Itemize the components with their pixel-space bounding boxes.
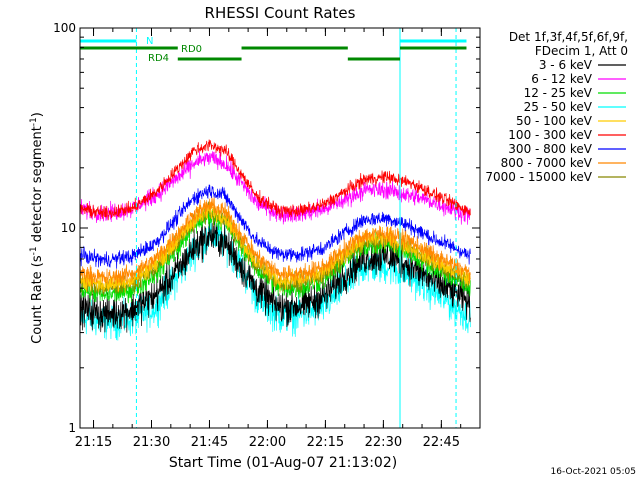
x-tick-label-4: 22:15 (307, 435, 344, 450)
axes: 1 10 100 21:15 21:30 21:45 22:00 22:15 22:30 22:4… (53, 21, 481, 450)
series-line-0 (79, 221, 471, 333)
timestamp: 16-Oct-2021 05:05 (551, 467, 636, 477)
x-tick-label-1: 21:30 (133, 435, 170, 450)
legend-label-4: 50 - 100 keV (516, 114, 593, 128)
x-axis-label: Start Time (01-Aug-07 21:13:02) (169, 455, 397, 471)
y-axis-label: Count Rate (s-1 detector segment-1) (29, 112, 45, 344)
chart-title: RHESSI Count Rates (205, 4, 356, 22)
legend-label-6: 300 - 800 keV (508, 142, 592, 156)
legend-label-5: 100 - 300 keV (508, 128, 592, 142)
legend-header-line-2: FDecim 1, Att 0 (535, 44, 628, 58)
state-label-N: N (146, 36, 153, 47)
state-label-RD4: RD4 (148, 53, 169, 64)
legend-label-1: 6 - 12 keV (531, 72, 593, 86)
legend-label-3: 25 - 50 keV (524, 100, 593, 114)
y-tick-label-2: 100 (53, 21, 76, 35)
series-line-6 (79, 184, 471, 269)
series-line-3 (79, 215, 471, 341)
legend-label-2: 12 - 25 keV (524, 86, 593, 100)
x-tick-label-5: 22:30 (365, 435, 402, 450)
x-tick-label-2: 21:45 (191, 435, 228, 450)
y-tick-label-0: 1 (68, 421, 76, 435)
legend-label-8: 7000 - 15000 keV (485, 170, 592, 184)
legend-label-7: 800 - 7000 keV (501, 156, 593, 170)
state-bars: N RD0 RD4 (80, 36, 467, 64)
series-line-5 (79, 139, 471, 221)
series-line-7 (79, 196, 471, 287)
legend-label-0: 3 - 6 keV (539, 58, 593, 72)
legend: Det 1f,3f,4f,5f,6f,9f, FDecim 1, Att 0 3… (485, 30, 628, 184)
x-tick-label-0: 21:15 (75, 435, 112, 450)
legend-header-line-1: Det 1f,3f,4f,5f,6f,9f, (509, 30, 628, 44)
state-label-RD0: RD0 (181, 44, 202, 55)
y-tick-label-1: 10 (61, 221, 76, 235)
series-line-4 (80, 204, 471, 293)
x-tick-label-3: 22:00 (249, 435, 286, 450)
x-tick-label-6: 22:45 (423, 435, 460, 450)
plot-area (79, 139, 471, 341)
